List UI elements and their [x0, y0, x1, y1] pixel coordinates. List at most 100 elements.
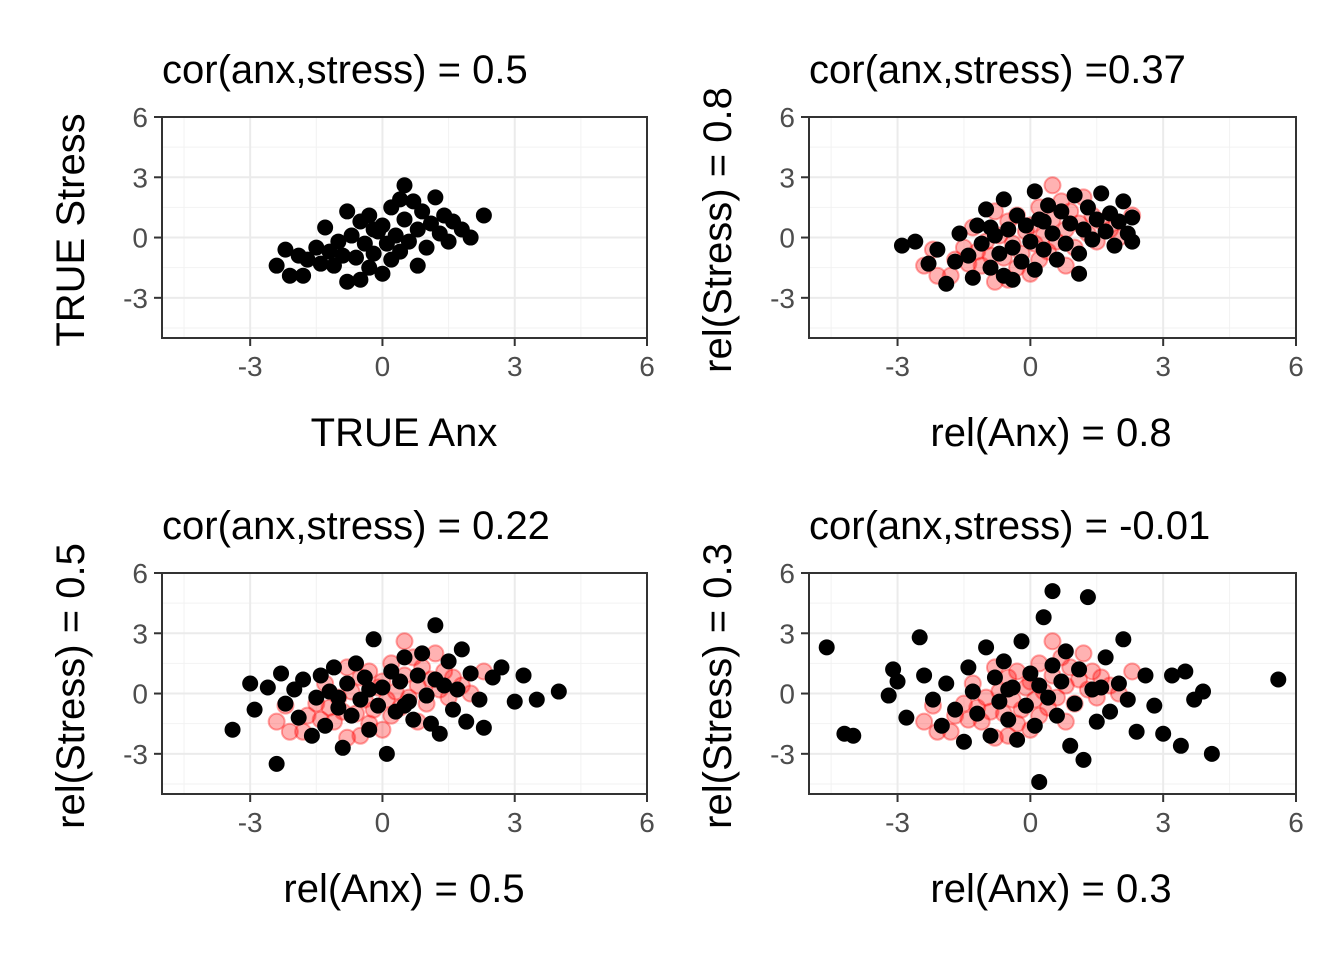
- panel-3-observed-point: [414, 645, 431, 662]
- panel-1-x-tick-label: 0: [375, 351, 391, 382]
- panel-4-observed-point: [1044, 583, 1061, 600]
- panel-2-observed-point: [1026, 261, 1043, 278]
- panel-4-observed-point: [1062, 737, 1079, 754]
- panel-1-point: [427, 189, 444, 206]
- panel-4-y-tick-label: 3: [779, 618, 795, 649]
- panel-1-point: [339, 203, 356, 220]
- panel-2-border: [808, 116, 1297, 339]
- panel-1-point: [343, 227, 360, 244]
- panel-2-observed-point: [920, 255, 937, 272]
- panel-1-point: [418, 239, 435, 256]
- panel-2-y-tick-label: 3: [779, 162, 795, 193]
- panel-4-observed-point: [1079, 589, 1096, 606]
- panel-2-observed-point: [1062, 215, 1079, 232]
- panel-4-observed-point: [1155, 725, 1172, 742]
- panel-4-observed-point: [911, 629, 928, 646]
- panel-3-observed-point: [277, 695, 294, 712]
- panel-2-observed-point: [1093, 185, 1110, 202]
- panel-3-observed-point: [396, 697, 413, 714]
- panel-4-observed-point: [889, 673, 906, 690]
- panel-1-plot-area: -3 0 3 6 -3 0 3 6: [123, 102, 655, 382]
- panel-2-observed-point: [1124, 209, 1141, 226]
- panel-2-observed-point: [1048, 251, 1065, 268]
- panel-3-true-score-point: [267, 712, 286, 731]
- panel-2-observed-point: [1124, 233, 1141, 250]
- panel-3-observed-point: [343, 707, 360, 724]
- panel-1-point: [330, 233, 347, 250]
- panel-2-observed-point: [1044, 225, 1061, 242]
- panel-1-point: [339, 273, 356, 290]
- panel-3-y-axis-title: rel(Stress) = 0.5: [49, 543, 93, 829]
- panel-4-observed-point: [1031, 677, 1048, 694]
- panel-4-observed-point: [1270, 671, 1287, 688]
- panel-2-observed-point: [991, 245, 1008, 262]
- panel-4-observed-point: [1075, 751, 1092, 768]
- panel-3: cor(anx,stress) = 0.22 rel(Stress) = 0.5…: [49, 504, 655, 911]
- panel-4-observed-point: [982, 727, 999, 744]
- panel-4-border: [808, 572, 1297, 795]
- panel-2-observed-point: [1026, 183, 1043, 200]
- panel-1-point: [396, 177, 413, 194]
- panel-3-observed-point: [418, 687, 435, 704]
- panel-1-point: [440, 233, 457, 250]
- panel-3-observed-point: [392, 673, 409, 690]
- panel-4-observed-point: [1088, 713, 1105, 730]
- panel-4-observed-point: [1031, 773, 1048, 790]
- panel-2-observed-point: [995, 191, 1012, 208]
- panel-3-observed-point: [396, 649, 413, 666]
- panel-3-observed-point: [458, 713, 475, 730]
- panel-3-plot-area: -3 0 3 6 -3 0 3 6: [123, 558, 655, 838]
- panel-4-observed-point: [885, 661, 902, 678]
- panel-2-y-tick-label: 6: [779, 102, 795, 133]
- panel-2-observed-point: [1035, 241, 1052, 258]
- panel-4-observed-point: [938, 675, 955, 692]
- panel-4-observed-point: [1053, 673, 1070, 690]
- panel-4-observed-point: [978, 639, 995, 656]
- panel-3-observed-point: [405, 711, 422, 728]
- panel-2-observed-point: [969, 217, 986, 234]
- panel-1-point: [365, 245, 382, 262]
- panel-4-observed-point: [880, 687, 897, 704]
- panel-3-observed-point: [308, 689, 325, 706]
- panel-3-x-tick-label: 0: [375, 807, 391, 838]
- panel-3-observed-point: [330, 689, 347, 706]
- panel-3-observed-point: [436, 677, 453, 694]
- panel-4-observed-point: [1040, 689, 1057, 706]
- panel-1-point: [361, 207, 378, 224]
- panel-3-observed-point: [224, 721, 241, 738]
- panel-4-y-tick-label: 6: [779, 558, 795, 589]
- panel-3-observed-point: [334, 739, 351, 756]
- panel-3-observed-point: [361, 681, 378, 698]
- panel-3-y-tick-label: 0: [132, 679, 148, 710]
- panel-3-observed-point: [506, 693, 523, 710]
- panel-4-observed-point: [1026, 717, 1043, 734]
- panel-3-observed-point: [431, 725, 448, 742]
- panel-3-observed-point: [356, 669, 373, 686]
- panel-1-border: [161, 116, 648, 339]
- panel-3-observed-point: [246, 701, 263, 718]
- panel-1-y-tick-label: 0: [132, 223, 148, 254]
- panel-2-observed-point: [1040, 197, 1057, 214]
- panel-4-observed-point: [995, 653, 1012, 670]
- panel-4-title: cor(anx,stress) = -0.01: [809, 504, 1210, 548]
- panel-4-x-axis-title: rel(Anx) = 0.3: [930, 867, 1171, 911]
- panel-4-observed-point: [1013, 633, 1030, 650]
- panel-3-observed-point: [445, 701, 461, 718]
- panel-2-observed-point: [1088, 211, 1105, 228]
- panel-4-observed-point: [1000, 711, 1017, 728]
- panel-3-border: [161, 572, 648, 795]
- panel-1-point: [268, 257, 285, 274]
- panel-2-observed-point: [1004, 271, 1021, 288]
- panel-2-observed-point: [982, 219, 999, 236]
- panel-2-observed-point: [1097, 223, 1114, 240]
- panel-2-y-axis-title: rel(Stress) = 0.8: [696, 87, 740, 373]
- panel-1-x-tick-label: 6: [639, 351, 655, 382]
- panel-3-observed-point: [312, 667, 329, 684]
- panel-2-observed-point: [1000, 221, 1017, 238]
- panel-4-observed-point: [1128, 723, 1145, 740]
- panel-2-observed-point: [960, 247, 977, 264]
- panel-2: cor(anx,stress) =0.37 rel(Stress) = 0.8 …: [696, 48, 1304, 455]
- panel-4-observed-point: [898, 709, 915, 726]
- panel-4-observed-point: [1022, 665, 1039, 682]
- panel-3-observed-point: [528, 691, 545, 708]
